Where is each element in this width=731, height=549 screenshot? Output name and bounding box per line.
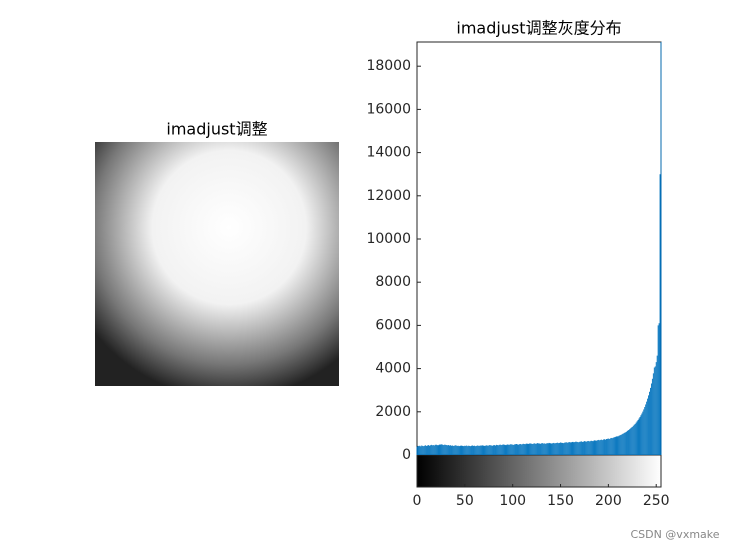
- y-tick-label: 10000: [366, 231, 411, 247]
- y-tick-label: 2000: [375, 404, 411, 420]
- x-tick-label: 200: [595, 493, 622, 509]
- x-tick-label: 150: [547, 493, 574, 509]
- chart-title: imadjust调整灰度分布: [456, 19, 621, 38]
- x-tick-label: 100: [499, 493, 526, 509]
- axes-box: [416, 41, 662, 456]
- y-tick-label: 0: [402, 447, 411, 463]
- watermark: CSDN @vxmake: [630, 528, 719, 541]
- colorbar: [416, 454, 662, 488]
- y-tick-label: 14000: [366, 145, 411, 161]
- y-tick-label: 4000: [375, 361, 411, 377]
- image: [95, 142, 339, 386]
- y-tick-label: 6000: [375, 317, 411, 333]
- y-tick-label: 12000: [366, 188, 411, 204]
- x-tick-label: 0: [413, 493, 422, 509]
- y-tick-label: 16000: [366, 101, 411, 117]
- y-tick-label: 18000: [366, 58, 411, 74]
- image-title: imadjust调整: [166, 120, 267, 139]
- x-tick-label: 250: [643, 493, 670, 509]
- x-tick-label: 50: [456, 493, 474, 509]
- y-tick-label: 8000: [375, 274, 411, 290]
